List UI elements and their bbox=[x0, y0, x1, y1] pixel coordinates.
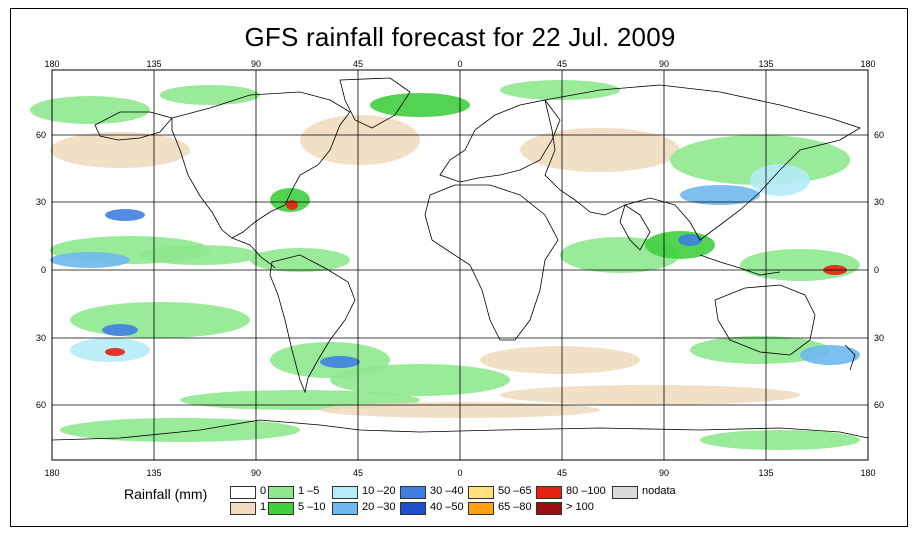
legend-swatch bbox=[230, 486, 256, 499]
figure-frame bbox=[10, 8, 908, 527]
rainfall-area bbox=[50, 132, 190, 168]
lat-tick-label-left: 30 bbox=[36, 197, 46, 207]
legend-label: 80 –100 bbox=[566, 485, 606, 497]
rainfall-area bbox=[60, 418, 300, 442]
rainfall-area bbox=[270, 188, 310, 212]
rainfall-area bbox=[102, 324, 138, 336]
legend-label: 1 bbox=[260, 501, 267, 513]
lat-tick-label-left: 0 bbox=[41, 265, 46, 275]
legend-swatch bbox=[468, 486, 494, 499]
lon-tick-label-top: 45 bbox=[557, 59, 567, 69]
rainfall-area bbox=[690, 336, 830, 364]
rainfall-area bbox=[680, 185, 760, 205]
legend-label: 30 –40 bbox=[430, 485, 464, 497]
lon-tick-label-bottom: 45 bbox=[557, 468, 567, 478]
legend-label: nodata bbox=[642, 485, 676, 497]
legend-label: > 100 bbox=[566, 501, 594, 513]
legend-label: 5 –10 bbox=[298, 501, 326, 513]
legend-label: 20 –30 bbox=[362, 501, 396, 513]
rainfall-area bbox=[500, 385, 800, 405]
legend-swatch bbox=[468, 502, 494, 515]
rainfall-area bbox=[740, 249, 860, 281]
lon-tick-label-top: 135 bbox=[758, 59, 773, 69]
lon-tick-label-bottom: 45 bbox=[353, 468, 363, 478]
coastlines bbox=[51, 77, 869, 441]
legend-title: Rainfall (mm) bbox=[124, 486, 208, 502]
rainfall-area bbox=[50, 252, 130, 268]
lon-tick-label-bottom: 135 bbox=[146, 468, 161, 478]
lon-tick-label-top: 90 bbox=[659, 59, 669, 69]
legend-label: 65 –80 bbox=[498, 501, 532, 513]
lat-tick-label-right: 30 bbox=[874, 333, 884, 343]
lat-tick-label-right: 0 bbox=[874, 265, 879, 275]
legend-swatch bbox=[536, 486, 562, 499]
lat-tick-label-right: 60 bbox=[874, 130, 884, 140]
rainfall-area bbox=[30, 96, 150, 124]
lon-tick-label-bottom: 180 bbox=[44, 468, 59, 478]
lon-tick-label-bottom: 90 bbox=[251, 468, 261, 478]
rainfall-area bbox=[480, 346, 640, 374]
graticule bbox=[52, 70, 868, 460]
lat-tick-label-left: 60 bbox=[36, 400, 46, 410]
lon-tick-label-bottom: 0 bbox=[457, 468, 462, 478]
map-border bbox=[51, 69, 869, 461]
rainfall-area bbox=[678, 234, 702, 246]
legend-swatch bbox=[332, 502, 358, 515]
legend-label: 50 –65 bbox=[498, 485, 532, 497]
rainfall-area bbox=[70, 302, 250, 338]
rainfall-area bbox=[320, 356, 360, 368]
rainfall-area bbox=[750, 164, 810, 196]
legend-swatch bbox=[536, 502, 562, 515]
tick-labels: 180 180 135 135 90 90 45 45 0 0 45 45 90 90 135 135 180 1… bbox=[36, 59, 884, 478]
legend-label: 0 bbox=[260, 485, 267, 497]
rainfall-area bbox=[286, 200, 298, 210]
legend-swatch bbox=[332, 486, 358, 499]
legend-swatch bbox=[268, 502, 294, 515]
legend-swatch bbox=[268, 486, 294, 499]
lat-tick-label-left: 30 bbox=[36, 333, 46, 343]
lon-tick-label-top: 135 bbox=[146, 59, 161, 69]
legend-swatch bbox=[230, 502, 256, 515]
rainfall-area bbox=[370, 93, 470, 117]
legend-label: 1 –5 bbox=[298, 485, 320, 497]
lon-tick-label-top: 180 bbox=[44, 59, 59, 69]
rainfall-area bbox=[105, 209, 145, 221]
rainfall-area bbox=[140, 245, 260, 265]
rainfall-area bbox=[700, 430, 860, 450]
rainfall-area bbox=[330, 364, 510, 396]
lon-tick-label-top: 45 bbox=[353, 59, 363, 69]
legend-swatch bbox=[612, 486, 638, 499]
rainfall-area bbox=[160, 85, 260, 105]
rainfall-area bbox=[800, 345, 860, 365]
lon-tick-label-top: 180 bbox=[860, 59, 875, 69]
legend-swatch bbox=[400, 502, 426, 515]
lat-tick-label-left: 60 bbox=[36, 130, 46, 140]
legend-label: 40 –50 bbox=[430, 501, 464, 513]
lon-tick-label-bottom: 90 bbox=[659, 468, 669, 478]
map-title: GFS rainfall forecast for 22 Jul. 2009 bbox=[244, 22, 676, 52]
legend-label: 10 –20 bbox=[362, 485, 396, 497]
rainfall-area bbox=[105, 348, 125, 356]
lon-tick-label-top: 0 bbox=[457, 59, 462, 69]
rainfall-area bbox=[520, 128, 680, 172]
lon-tick-label-bottom: 135 bbox=[758, 468, 773, 478]
rainfall-area bbox=[300, 115, 420, 165]
rainfall-area bbox=[500, 80, 620, 100]
rainfall-area bbox=[645, 231, 715, 259]
lat-tick-label-right: 60 bbox=[874, 400, 884, 410]
legend-swatch bbox=[400, 486, 426, 499]
lon-tick-label-top: 90 bbox=[251, 59, 261, 69]
lon-tick-label-bottom: 180 bbox=[860, 468, 875, 478]
lat-tick-label-right: 30 bbox=[874, 197, 884, 207]
rainfall-area bbox=[250, 248, 350, 272]
